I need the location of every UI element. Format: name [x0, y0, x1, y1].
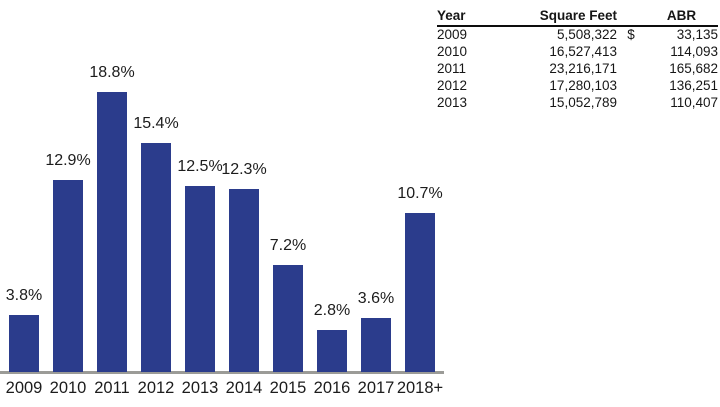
bar-2011 [97, 92, 127, 372]
table-row-2009: 2009 5,508,322 $33,135 [437, 26, 718, 44]
bar-value-label-2010: 12.9% [45, 152, 91, 169]
column-header-currency [617, 8, 645, 27]
x-tick-2009: 2009 [5, 379, 43, 397]
cell-year: 2010 [437, 44, 468, 60]
bar-2015 [273, 265, 303, 372]
bar-2018+ [405, 213, 435, 372]
cell-abr: 110,407 [670, 94, 718, 110]
bar-value-label-2015: 7.2% [269, 237, 307, 254]
cell-square_feet: 23,216,171 [549, 60, 617, 76]
x-tick-2013: 2013 [181, 379, 219, 397]
lease-expiration-table: Year Square Feet ABR 2009 5,508,322 $33,135 2… [437, 8, 718, 111]
cell-abr: 114,093 [670, 44, 718, 60]
bar-2009 [9, 315, 39, 372]
table-row-2012: 2012 17,280,103 136,251 [437, 78, 718, 95]
x-tick-2017: 2017 [357, 379, 395, 397]
cell-abr: 33,135 [676, 27, 718, 43]
bar-value-label-2017: 3.6% [357, 290, 395, 307]
cell-currency: $ [627, 27, 635, 43]
bar-2016 [317, 330, 347, 372]
bar-2017 [361, 318, 391, 372]
x-tick-2015: 2015 [269, 379, 307, 397]
cell-currency [617, 95, 645, 112]
bar-value-label-2014: 12.3% [221, 161, 267, 178]
x-axis-line [0, 371, 444, 374]
cell-square_feet: 5,508,322 [556, 27, 617, 43]
cell-abr: 165,682 [669, 60, 718, 76]
x-tick-2018+: 2018+ [396, 379, 444, 397]
data-table: Year Square Feet ABR 2009 5,508,322 $33,135 2… [437, 8, 718, 111]
table-header-row: Year Square Feet ABR [437, 8, 718, 27]
x-tick-2014: 2014 [225, 379, 263, 397]
x-tick-2010: 2010 [49, 379, 87, 397]
x-tick-2011: 2011 [94, 379, 130, 397]
cell-year: 2012 [437, 77, 468, 93]
cell-currency [617, 61, 645, 78]
cell-year: 2013 [437, 94, 468, 110]
bar-value-label-2011: 18.8% [89, 64, 135, 81]
bar-value-label-2012: 15.4% [133, 115, 179, 132]
bar-value-label-2009: 3.8% [5, 287, 43, 304]
cell-square_feet: 16,527,413 [549, 44, 617, 60]
bar-value-label-2016: 2.8% [313, 302, 351, 319]
cell-square_feet: 15,052,789 [549, 94, 617, 110]
bar-value-label-2018+: 10.7% [397, 185, 443, 202]
table-row-2010: 2010 16,527,413 114,093 [437, 44, 718, 61]
column-header-abr: ABR [645, 8, 718, 27]
cell-abr: 136,251 [669, 77, 718, 93]
bar-2012 [141, 143, 171, 372]
cell-year: 2009 [437, 27, 468, 43]
cell-square_feet: 17,280,103 [549, 77, 617, 93]
cell-currency [617, 44, 645, 61]
bar-2014 [229, 189, 259, 372]
x-tick-2012: 2012 [137, 379, 175, 397]
lease-expiration-bar-chart: 3.8% 2009 12.9% 2010 18.8% 2011 15.4% 2012 12.5%… [0, 64, 444, 397]
bar-2013 [185, 186, 215, 372]
table-row-2011: 2011 23,216,171 165,682 [437, 61, 718, 78]
cell-currency [617, 78, 645, 95]
x-tick-2016: 2016 [313, 379, 351, 397]
column-header-square_feet: Square Feet [505, 8, 617, 27]
cell-year: 2011 [437, 60, 467, 76]
bar-2010 [53, 180, 83, 372]
column-header-year: Year [437, 8, 505, 27]
table-row-2013: 2013 15,052,789 110,407 [437, 95, 718, 112]
bar-value-label-2013: 12.5% [177, 158, 223, 175]
